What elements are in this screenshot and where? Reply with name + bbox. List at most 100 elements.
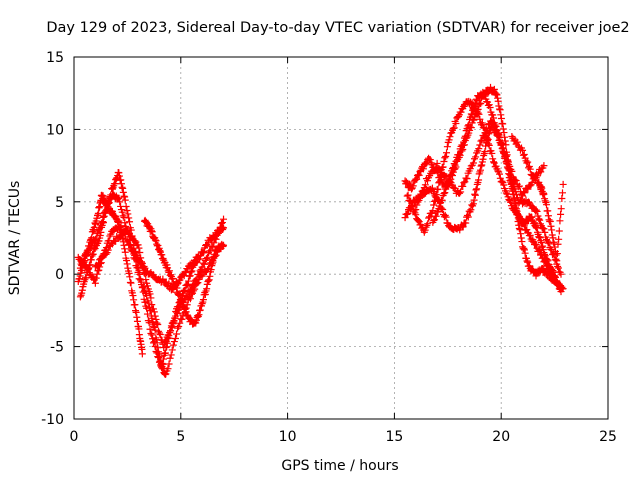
data-point <box>196 306 204 314</box>
data-point <box>78 286 86 294</box>
data-point <box>492 123 500 131</box>
data-point <box>526 231 534 239</box>
data-point <box>189 282 197 290</box>
data-point <box>443 149 451 157</box>
data-point <box>169 318 177 326</box>
data-point <box>443 183 451 191</box>
data-point <box>194 312 202 320</box>
data-point <box>496 174 504 182</box>
data-point <box>111 180 119 188</box>
data-point <box>469 200 477 208</box>
data-point <box>507 198 515 206</box>
data-point <box>153 339 161 347</box>
data-point <box>92 220 100 228</box>
data-point <box>131 237 139 245</box>
data-series-t6 <box>76 190 228 372</box>
data-point <box>138 350 146 358</box>
data-point <box>556 217 564 225</box>
data-point <box>442 213 450 221</box>
data-point <box>92 274 100 282</box>
data-point <box>121 248 129 256</box>
data-point <box>162 344 170 352</box>
data-point <box>203 241 211 249</box>
data-point <box>117 202 125 210</box>
data-point <box>127 279 135 287</box>
data-point <box>151 326 159 334</box>
data-point <box>93 270 101 278</box>
data-point <box>450 124 458 132</box>
data-point <box>88 252 96 260</box>
data-point <box>91 245 99 253</box>
data-point <box>220 224 228 232</box>
data-point <box>554 262 562 270</box>
data-point <box>498 177 506 185</box>
data-point <box>550 238 558 246</box>
data-point <box>523 226 531 234</box>
data-point <box>133 264 141 272</box>
data-point <box>517 215 525 223</box>
data-point <box>89 250 97 258</box>
data-point <box>479 91 487 99</box>
data-point <box>486 104 494 112</box>
data-point <box>415 171 423 179</box>
data-point <box>489 111 497 119</box>
y-tick-label: 15 <box>46 50 64 66</box>
data-point <box>156 353 164 361</box>
data-point <box>174 290 182 298</box>
data-point <box>458 147 466 155</box>
data-point <box>167 327 175 335</box>
data-point <box>142 218 150 226</box>
data-point <box>91 279 99 287</box>
data-point <box>501 153 509 161</box>
data-point <box>90 223 98 231</box>
data-point <box>414 171 422 179</box>
data-point <box>513 138 521 146</box>
data-point <box>104 203 112 211</box>
data-point <box>499 125 507 133</box>
data-point <box>492 90 500 98</box>
data-point <box>148 227 156 235</box>
data-point <box>548 226 556 234</box>
data-point <box>158 360 166 368</box>
data-point <box>419 165 427 173</box>
data-point <box>539 242 547 250</box>
data-point <box>535 245 543 253</box>
data-point <box>131 301 139 309</box>
data-point <box>148 314 156 322</box>
data-point <box>415 218 423 226</box>
data-point <box>121 219 129 227</box>
data-point <box>171 314 179 322</box>
data-point <box>97 259 105 267</box>
data-point <box>557 288 565 296</box>
data-point <box>513 191 521 199</box>
data-point <box>476 115 484 123</box>
data-point <box>555 235 563 243</box>
data-point <box>134 256 142 264</box>
data-point <box>440 158 448 166</box>
y-ticks: -10 -5 0 5 10 15 <box>41 50 608 428</box>
data-point <box>187 315 195 323</box>
data-point <box>167 351 175 359</box>
data-point <box>175 323 183 331</box>
data-point <box>501 152 509 160</box>
data-point <box>150 308 158 316</box>
data-point <box>434 208 442 216</box>
data-point <box>182 308 190 316</box>
data-point <box>436 178 444 186</box>
data-point <box>123 260 131 268</box>
data-point <box>103 206 111 214</box>
data-point <box>478 119 486 127</box>
data-point <box>416 192 424 200</box>
data-point <box>439 206 447 214</box>
data-point <box>207 266 215 274</box>
data-point <box>523 159 531 167</box>
data-point <box>425 214 433 222</box>
data-point <box>511 205 519 213</box>
data-point <box>182 292 190 300</box>
data-point <box>133 313 141 321</box>
data-point <box>209 243 217 251</box>
data-point <box>555 227 563 235</box>
data-point <box>437 166 445 174</box>
data-point <box>480 133 488 141</box>
data-point <box>216 243 224 251</box>
